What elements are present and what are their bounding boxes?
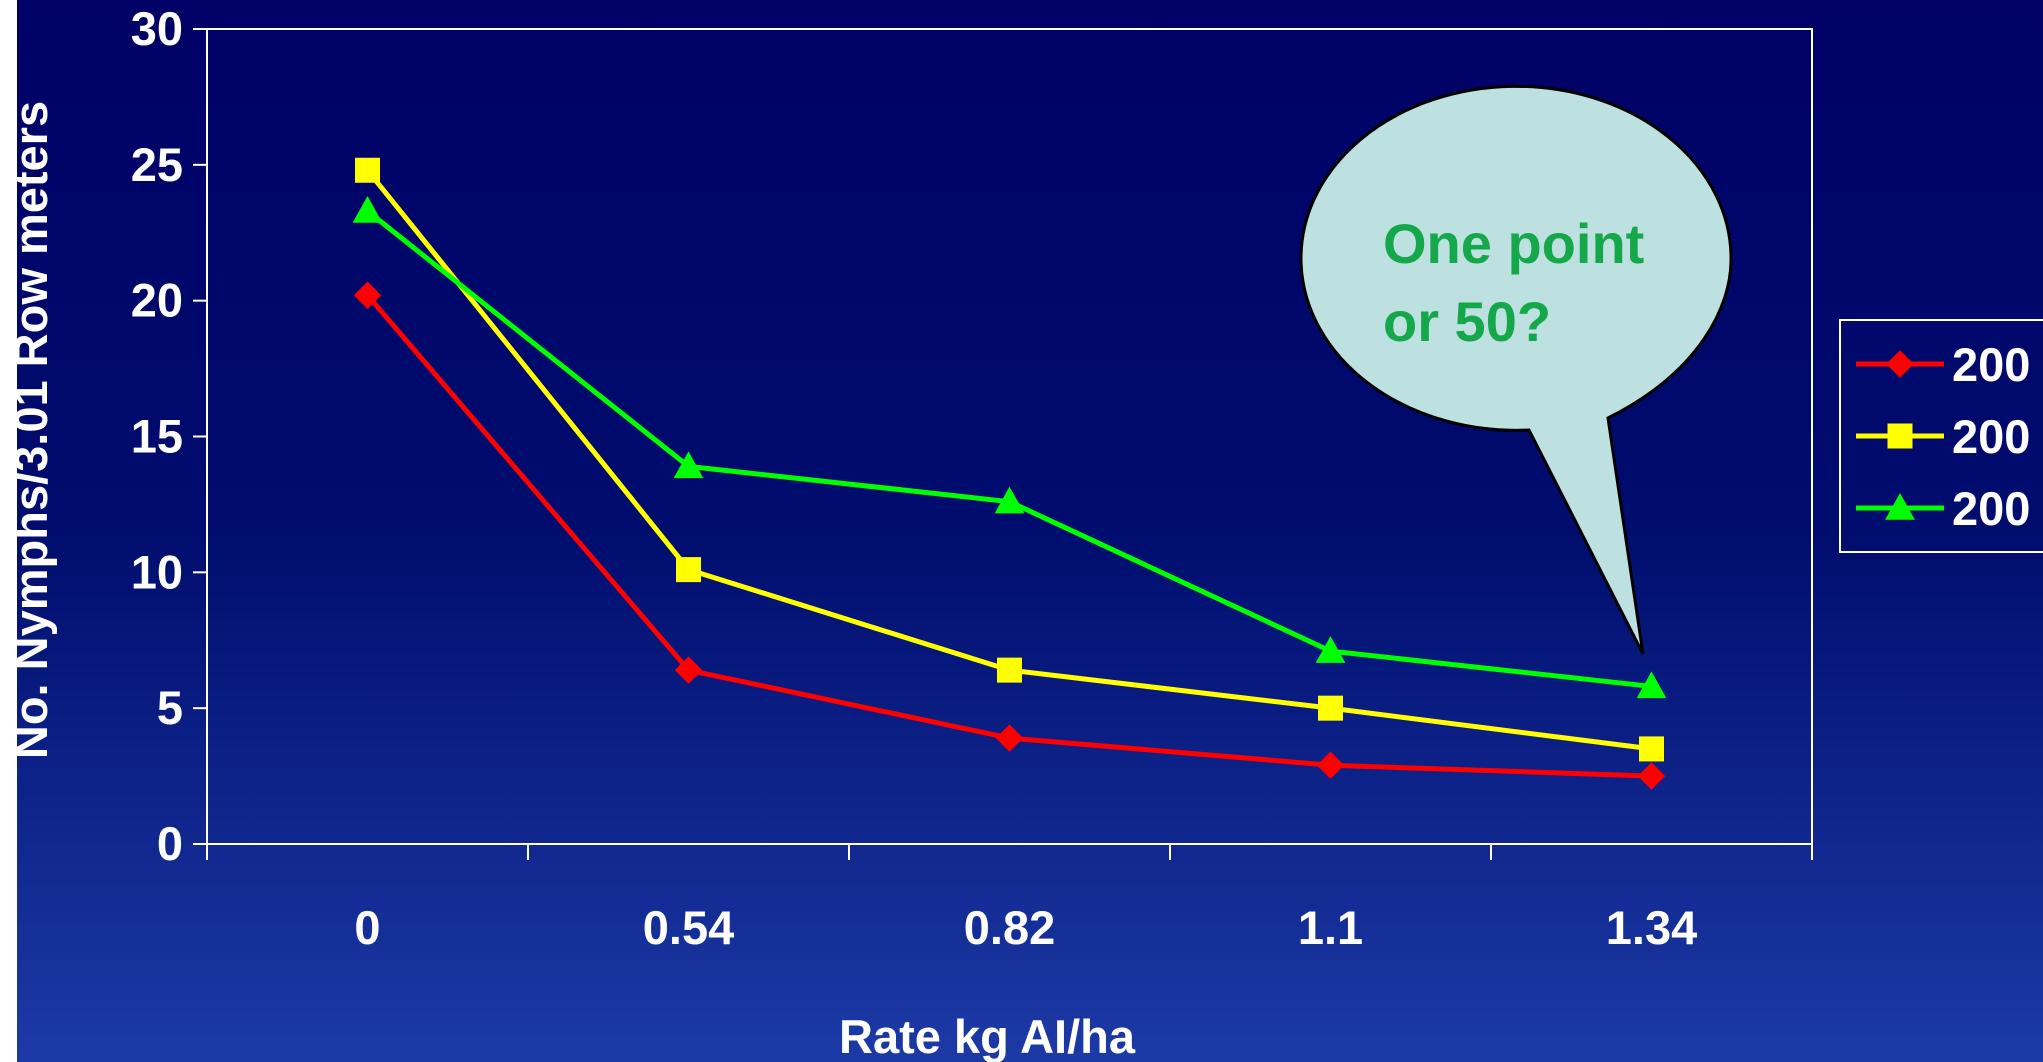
speech-bubble-shape bbox=[1299, 84, 1733, 655]
y-tick-label: 30 bbox=[131, 2, 183, 55]
data-point bbox=[995, 724, 1024, 752]
data-point bbox=[1315, 636, 1346, 663]
x-tick-label: 0.82 bbox=[964, 901, 1055, 954]
x-tick-label: 1.1 bbox=[1298, 901, 1363, 954]
legend-item: 200 bbox=[1856, 410, 2030, 463]
legend-box bbox=[1839, 319, 2043, 553]
legend-item: 200 bbox=[1856, 338, 2030, 391]
x-axis-title: Rate kg AI/ha bbox=[839, 1010, 1136, 1062]
x-tick-label: 0.54 bbox=[643, 901, 734, 954]
data-point bbox=[352, 195, 383, 223]
data-point bbox=[1639, 736, 1664, 762]
legend-items: 200 200 200 bbox=[1856, 338, 2030, 535]
series-1 bbox=[353, 281, 1666, 790]
series-3 bbox=[352, 195, 1667, 699]
y-tick-label: 5 bbox=[157, 681, 183, 734]
x-axis-ticks: 0 0.54 0.82 1.1 1.34 bbox=[206, 844, 1813, 954]
legend-swatch-marker bbox=[1886, 350, 1914, 378]
y-axis-ticks: 0 5 10 15 20 25 30 bbox=[131, 2, 207, 870]
bubble-text-line-1: One point bbox=[1383, 212, 1644, 275]
data-point bbox=[676, 557, 701, 583]
data-point bbox=[994, 486, 1025, 514]
y-axis-title: No. Nymphs/3.01 Row meters bbox=[4, 101, 57, 759]
legend-label: 200 bbox=[1952, 410, 2030, 463]
series-layer bbox=[352, 157, 1667, 790]
bubble-text-line-2: or 50? bbox=[1383, 290, 1551, 353]
data-point bbox=[673, 451, 704, 479]
legend-label: 200 bbox=[1952, 482, 2030, 535]
y-tick-label: 15 bbox=[131, 410, 183, 463]
data-point bbox=[674, 656, 703, 684]
x-tick-label: 1.34 bbox=[1606, 901, 1697, 954]
y-tick-label: 0 bbox=[157, 817, 183, 870]
data-point bbox=[997, 657, 1022, 683]
data-point bbox=[1318, 695, 1343, 721]
y-tick-label: 25 bbox=[131, 138, 183, 191]
data-point bbox=[355, 157, 380, 183]
legend-label: 200 bbox=[1952, 338, 2030, 391]
legend: 200 200 200 bbox=[1839, 319, 2043, 553]
legend-item: 200 bbox=[1856, 482, 2030, 535]
series-2 bbox=[355, 157, 1664, 762]
legend-swatch-marker bbox=[1887, 423, 1913, 449]
speech-bubble: One point or 50? bbox=[1299, 84, 1733, 655]
legend-swatch-marker bbox=[1885, 492, 1915, 520]
data-point bbox=[353, 281, 382, 309]
data-point bbox=[1637, 762, 1666, 790]
data-point bbox=[1316, 751, 1345, 779]
x-tick-label: 0 bbox=[354, 901, 380, 954]
data-point bbox=[1636, 671, 1667, 699]
y-tick-label: 10 bbox=[131, 545, 183, 598]
y-tick-label: 20 bbox=[131, 274, 183, 327]
